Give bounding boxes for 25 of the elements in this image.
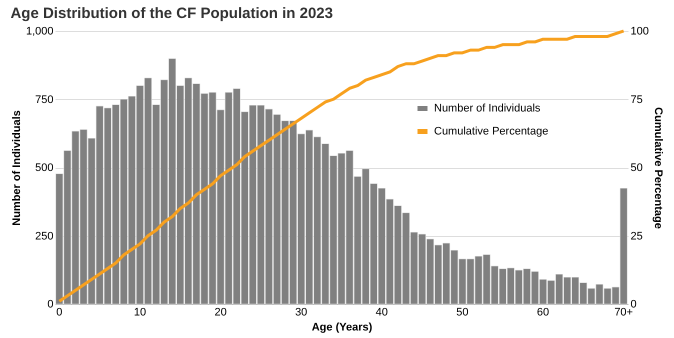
- legend-label: Number of Individuals: [434, 102, 541, 114]
- legend-label: Cumulative Percentage: [434, 126, 548, 138]
- chart-title: Age Distribution of the CF Population in 2023: [10, 5, 333, 22]
- x-tick-label: 30: [295, 306, 308, 318]
- x-tick-label: 50: [456, 306, 469, 318]
- x-tick-label: 60: [536, 306, 550, 318]
- y2-tick-label: 75: [630, 94, 643, 106]
- y2-tick-label: 25: [630, 230, 643, 242]
- y-tick-label: 500: [35, 162, 54, 174]
- y-tick-label: 750: [35, 94, 54, 106]
- y2-tick-label: 0: [630, 298, 637, 310]
- x-axis-title: Age (Years): [312, 322, 373, 334]
- y-tick-label: 1,000: [26, 26, 54, 38]
- y-axis-title: Number of Individuals: [10, 110, 23, 226]
- line-series: [58, 30, 626, 303]
- x-tick-label: 10: [134, 306, 146, 318]
- x-tick-label: 20: [214, 306, 227, 318]
- y2-axis-title: Cumulative Percentage: [652, 107, 664, 229]
- y-tick-label: 250: [35, 230, 54, 242]
- y2-tick-label: 100: [630, 26, 649, 38]
- x-tick-label: 40: [376, 306, 388, 318]
- x-tick-label: 0: [56, 306, 62, 318]
- y2-tick-label: 50: [630, 162, 643, 174]
- y-tick-label: 0: [47, 298, 54, 310]
- x-tick-label: 70+: [614, 306, 633, 318]
